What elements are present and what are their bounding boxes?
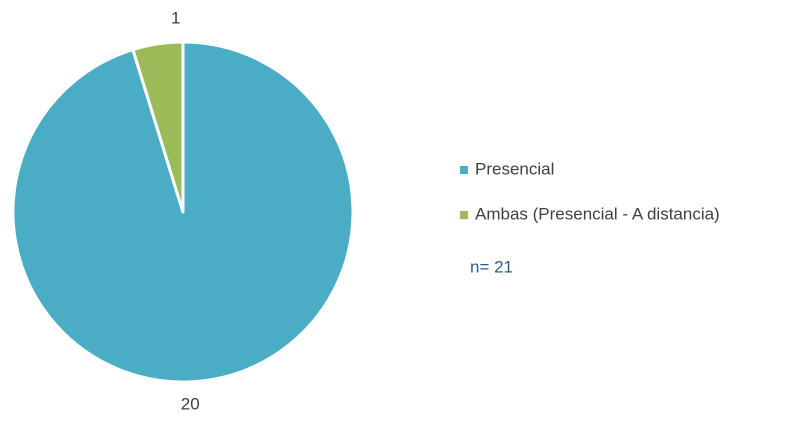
legend-label: Ambas (Presencial - A distancia) — [475, 204, 720, 223]
legend-swatch — [460, 166, 468, 174]
legend-label: Presencial — [475, 159, 554, 178]
annotation: n= 21 — [470, 257, 513, 276]
data-label: 20 — [181, 394, 200, 413]
legend-swatch — [460, 211, 468, 219]
data-label: 1 — [171, 9, 180, 28]
pie-slice — [131, 40, 185, 214]
